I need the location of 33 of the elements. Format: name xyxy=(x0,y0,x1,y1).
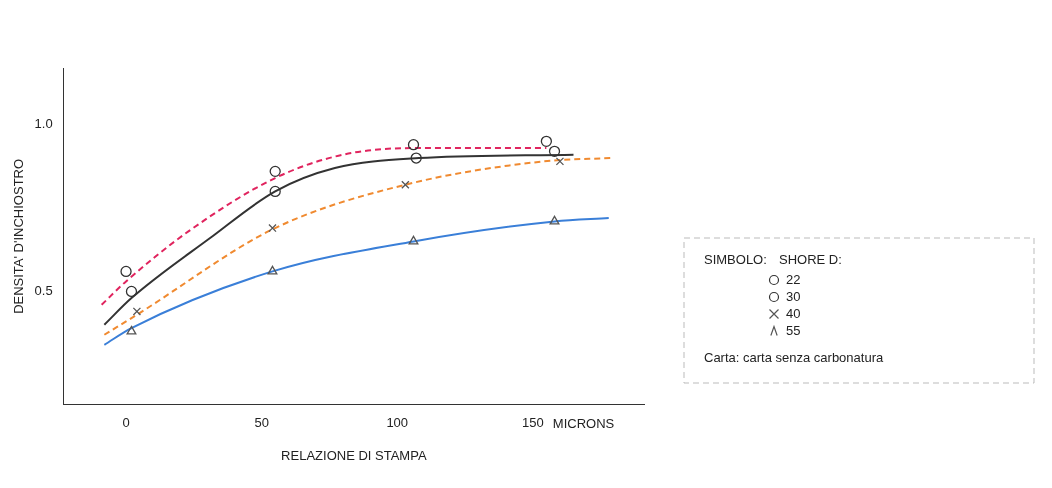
x-tick-label: 50 xyxy=(254,415,269,431)
text: SIMBOLO: xyxy=(704,251,767,267)
point xyxy=(408,235,419,245)
point xyxy=(549,215,560,225)
point xyxy=(410,152,422,164)
text: Carta: carta senza carbonatura xyxy=(704,349,884,365)
point xyxy=(125,285,138,298)
point xyxy=(132,307,142,316)
point xyxy=(407,139,420,151)
legend-label: 30 xyxy=(786,288,801,304)
line-series xyxy=(103,217,610,346)
y-tick-label: 1.0 xyxy=(34,116,53,132)
point xyxy=(126,325,137,335)
x-tick-label: 0 xyxy=(122,415,130,431)
point xyxy=(267,265,278,275)
point xyxy=(401,180,410,189)
x-axis-title: RELAZIONE DI STAMPA xyxy=(281,447,427,463)
point xyxy=(269,185,281,198)
point xyxy=(555,157,565,166)
point xyxy=(540,135,553,148)
legend-label: 22 xyxy=(786,271,801,287)
point xyxy=(120,265,132,278)
y-tick-label: 0.5 xyxy=(34,283,53,298)
point xyxy=(269,165,281,178)
x-tick-label: 150 xyxy=(521,415,544,431)
point xyxy=(548,145,561,158)
x-tick-label: 100 xyxy=(386,415,409,431)
point xyxy=(268,223,277,233)
y-axis-title: DENSITA' D'INCHIOSTRO xyxy=(11,158,27,314)
legend-title: SHORE D: xyxy=(779,251,842,267)
text: MICRONS xyxy=(552,416,615,432)
legend-label: 40 xyxy=(786,305,801,321)
legend-label: 55 xyxy=(786,322,801,338)
